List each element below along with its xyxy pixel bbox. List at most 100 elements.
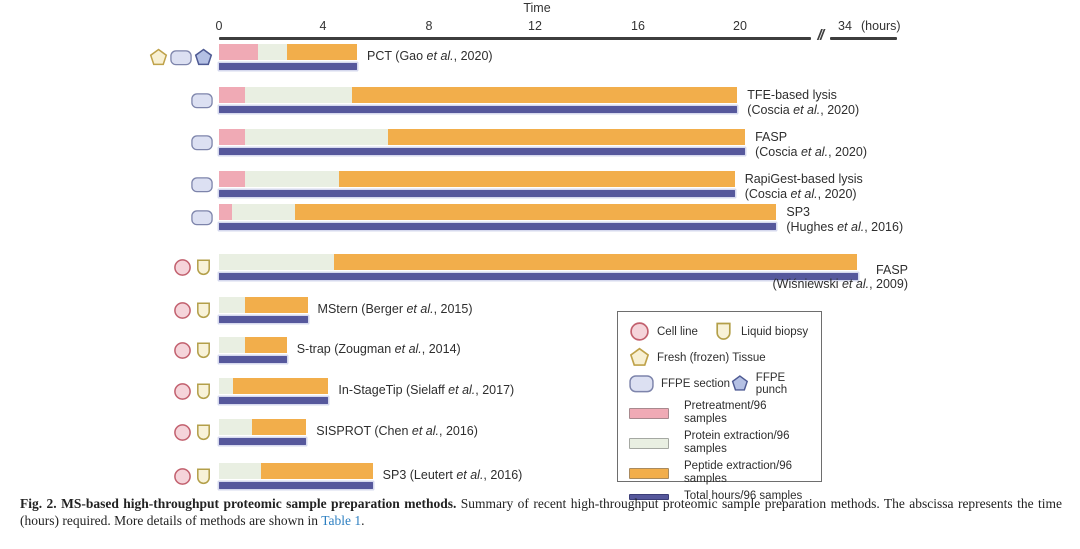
legend-series-entry: Protein extraction/96 samples [629, 430, 810, 456]
peptide-segment [286, 44, 358, 60]
protein-segment [219, 337, 246, 353]
total-hours-bar [219, 148, 746, 155]
legend-label: FFPE punch [755, 371, 788, 396]
legend-label: Protein extraction/96 samples [684, 430, 790, 455]
legend-series-entry: Pretreatment/96 samples [629, 400, 810, 426]
liquid-biopsy-icon [716, 322, 731, 340]
legend-label: Fresh (frozen) Tissue [657, 351, 766, 364]
protein-segment [219, 378, 234, 394]
liquid-biopsy-icon [197, 468, 210, 484]
peptide-segment [260, 463, 373, 479]
legend-sample-type: Cell line [629, 321, 713, 342]
legend-box: Cell line Liquid biopsy Fresh (frozen) Tis… [617, 311, 822, 502]
ffpe-section-icon [191, 176, 213, 192]
sample-type-icons [173, 299, 213, 321]
method-label: S-trap (Zougman et al., 2014) [296, 342, 461, 356]
legend-sample-type-row: FFPE section FFPE punch [629, 371, 810, 396]
sample-type-icons [173, 465, 213, 487]
peptide-segment [251, 419, 307, 435]
legend-sample-type: Fresh (frozen) Tissue [629, 347, 766, 368]
legend-swatch-peptide [629, 467, 669, 479]
pretreatment-segment [219, 44, 259, 60]
legend-label: Cell line [657, 325, 698, 338]
legend-swatch-protein [629, 437, 669, 449]
caption-title: Fig. 2. MS-based high-throughput proteom… [20, 496, 457, 511]
axis-line-segment-1 [219, 37, 811, 40]
peptide-segment [388, 129, 746, 145]
liquid-biopsy-icon [197, 383, 210, 399]
sample-type-icons [149, 46, 213, 68]
peptide-segment [245, 297, 308, 313]
axis-tick-12: 12 [528, 19, 542, 33]
peptide-segment [351, 87, 738, 103]
total-hours-bar [219, 397, 329, 404]
figure-caption: Fig. 2. MS-based high-throughput proteom… [20, 496, 1062, 529]
sample-type-icons [191, 206, 213, 228]
axis-line-segment-2 [830, 37, 897, 40]
sample-type-icons [173, 421, 213, 443]
cell-line-icon [174, 301, 191, 319]
peptide-segment [245, 337, 287, 353]
protein-segment [258, 44, 287, 60]
method-label: MStern (Berger et al., 2015) [317, 302, 473, 316]
axis-tick-0: 0 [215, 19, 223, 33]
total-hours-bar [219, 438, 307, 445]
ffpe-section-icon [191, 134, 213, 150]
method-label: RapiGest-based lysis (Coscia et al., 2020… [744, 172, 863, 201]
caption-body: Summary of recent high-throughput proteo… [20, 496, 1062, 528]
method-label: PCT (Gao et al., 2020) [367, 49, 493, 63]
sample-type-icons [191, 131, 213, 153]
table-1-link[interactable]: Table 1 [321, 512, 362, 528]
legend-sample-type-row: Cell line Liquid biopsy [629, 319, 810, 344]
total-hours-bar [219, 190, 735, 197]
cell-line-icon [174, 382, 191, 400]
peptide-segment [294, 204, 777, 220]
method-label: SP3 (Leutert et al., 2016) [382, 468, 523, 482]
method-label: SP3 (Hughes et al., 2016) [786, 205, 904, 234]
ffpe-section-icon [170, 49, 192, 65]
protein-segment [245, 87, 352, 103]
ffpe-punch-icon [731, 375, 749, 391]
liquid-biopsy-icon [197, 342, 210, 358]
legend-label: Total hours/96 samples [684, 490, 803, 502]
ffpe-section-icon [191, 92, 213, 108]
total-hours-bar [219, 106, 738, 113]
method-label: FASP (Wiśniewski et al., 2009) [772, 263, 908, 291]
sample-type-icons [191, 173, 213, 195]
total-hours-bar [219, 63, 358, 70]
liquid-biopsy-icon [197, 259, 210, 275]
pretreatment-segment [219, 87, 246, 103]
legend-swatch-pretreatment [629, 407, 669, 419]
ffpe-section-icon [629, 375, 654, 393]
pretreatment-segment [219, 204, 233, 220]
axis-tick-8: 8 [425, 19, 433, 33]
axis-tick-4: 4 [319, 19, 327, 33]
axis-break-icon: // [817, 27, 824, 44]
cell-line-icon [630, 322, 649, 341]
method-label: In-StageTip (Sielaff et al., 2017) [338, 383, 515, 397]
legend-series-entry: Total hours/96 samples [629, 490, 810, 503]
sample-type-icons [173, 256, 213, 278]
legend-sample-type: Liquid biopsy [713, 321, 808, 342]
legend-label: FFPE section [661, 377, 731, 390]
protein-segment [219, 463, 261, 479]
sample-type-icons [191, 89, 213, 111]
protein-segment [245, 171, 339, 187]
peptide-segment [233, 378, 329, 394]
protein-segment [219, 297, 246, 313]
legend-swatch-total [629, 493, 669, 500]
axis-tick-16: 16 [631, 19, 645, 33]
fresh-tissue-icon [629, 347, 650, 366]
peptide-segment [333, 254, 858, 270]
total-hours-bar [219, 223, 777, 230]
caption-period: . [361, 512, 365, 528]
protein-segment [232, 204, 295, 220]
liquid-biopsy-icon [197, 302, 210, 318]
method-label: TFE-based lysis (Coscia et al., 2020) [747, 88, 860, 117]
method-label: FASP (Coscia et al., 2020) [755, 130, 867, 159]
axis-title: Time [523, 1, 551, 15]
fresh-tissue-icon [149, 48, 168, 65]
axis-tick-20: 20 [733, 19, 747, 33]
ffpe-punch-icon [194, 48, 213, 65]
protein-segment [245, 129, 389, 145]
